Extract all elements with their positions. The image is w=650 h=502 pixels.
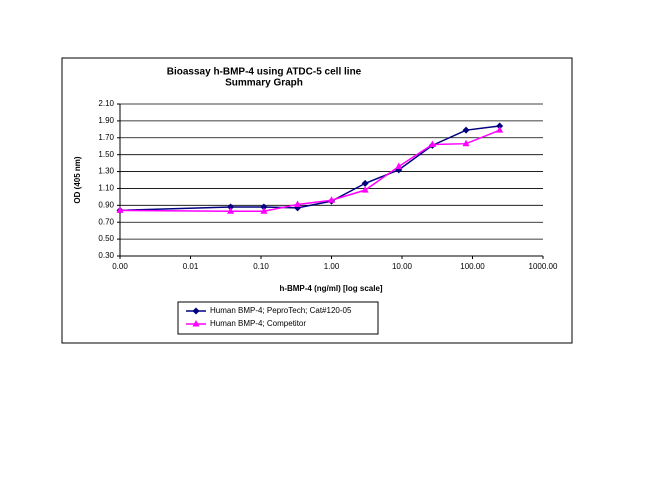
series-line: [119, 125, 500, 212]
y-tick-label: 0.30: [98, 251, 114, 260]
x-tick-label: 0.01: [183, 262, 199, 271]
x-tick-label: 0.00: [112, 262, 128, 271]
y-tick-label: 1.10: [98, 184, 114, 193]
y-tick-label: 2.10: [98, 99, 114, 108]
data-point: [462, 126, 470, 134]
data-point: [192, 307, 200, 315]
chart-frame: [61, 57, 573, 344]
data-point: [294, 200, 302, 207]
y-tick-label: 1.90: [98, 116, 114, 125]
data-point: [328, 196, 335, 203]
chart-title: Bioassay h-BMP-4 using ATDC-5 cell line: [167, 67, 362, 78]
y-tick-label: 0.50: [98, 234, 114, 243]
x-tick-label: 1000.00: [529, 262, 558, 271]
data-point: [192, 320, 200, 327]
data-point: [227, 207, 235, 214]
y-tick-label: 0.90: [98, 200, 114, 209]
y-tick-label: 1.70: [98, 133, 114, 142]
legend: [177, 301, 379, 335]
data-point: [260, 207, 268, 214]
data-point: [260, 203, 268, 211]
legend-label: Human BMP-4; PeproTech; Cat#120-05: [210, 306, 352, 315]
x-tick-label: 10.00: [392, 262, 413, 271]
series-line: [119, 129, 500, 212]
data-point: [462, 139, 470, 147]
data-point: [496, 122, 504, 130]
chart-subtitle: Summary Graph: [225, 78, 303, 89]
legend-label: Human BMP-4; Competitor: [210, 319, 306, 328]
data-point: [116, 206, 124, 213]
y-tick-label: 1.30: [98, 167, 114, 176]
data-point: [428, 140, 436, 148]
y-tick-label: 0.70: [98, 217, 114, 226]
data-point: [395, 162, 403, 169]
data-point: [496, 126, 504, 133]
x-tick-label: 0.10: [253, 262, 269, 271]
x-tick-label: 1.00: [324, 262, 340, 271]
data-point: [361, 186, 369, 193]
y-axis-label: OD (405 nm): [73, 156, 82, 203]
data-point: [361, 179, 369, 187]
x-tick-label: 100.00: [460, 262, 485, 271]
data-point: [227, 203, 235, 211]
x-axis-label: h-BMP-4 (ng/ml) [log scale]: [279, 284, 382, 293]
y-tick-label: 1.50: [98, 150, 114, 159]
